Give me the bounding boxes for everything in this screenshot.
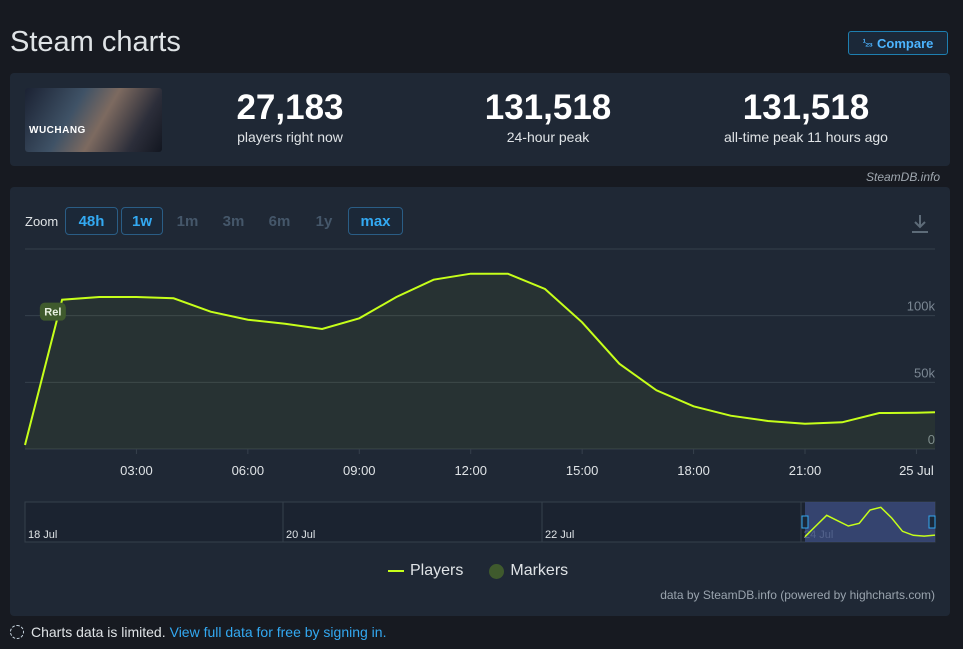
legend-players-label[interactable]: Players xyxy=(410,562,464,579)
x-tick-label: 12:00 xyxy=(454,463,487,478)
powered-by-text: data by SteamDB.info (powered by highcha… xyxy=(660,588,935,602)
navigator-handle[interactable] xyxy=(801,515,809,529)
stats-panel: WUCHANG 27,183 players right now 131,518… xyxy=(10,73,950,166)
download-icon[interactable] xyxy=(910,213,930,235)
page-title: Steam charts xyxy=(10,26,181,58)
stat-value: 131,518 xyxy=(484,88,612,127)
players-chart[interactable]: 0 50k 100k 03:00 06:00 09:00 12:00 15:00 18:00 21… xyxy=(10,187,950,557)
compare-label: Compare xyxy=(877,35,934,51)
legend-markers-label[interactable]: Markers xyxy=(510,562,569,579)
release-marker-label: Rel xyxy=(44,307,61,319)
game-logo-text: WUCHANG xyxy=(29,125,86,136)
footer-text: Charts data is limited. xyxy=(31,624,166,640)
players-area xyxy=(25,273,935,449)
release-marker xyxy=(39,302,66,321)
stat-label: all-time peak 11 hours ago xyxy=(724,129,888,145)
x-tick-label: 18:00 xyxy=(677,463,710,478)
stat-value: 131,518 xyxy=(742,88,870,127)
zoom-6m-button[interactable]: 6m xyxy=(268,212,291,230)
zoom-1w-button[interactable]: 1w xyxy=(121,207,163,235)
y-tick-label: 0 xyxy=(928,432,935,447)
game-cover-image[interactable]: WUCHANG xyxy=(25,88,162,152)
zoom-max-button[interactable]: max xyxy=(348,207,403,235)
ordinal-icon: ¹₂₃ xyxy=(862,37,873,49)
stat-current-players: 27,183 players right now xyxy=(180,88,400,146)
stat-label: players right now xyxy=(237,129,343,145)
x-tick-label: 15:00 xyxy=(566,463,599,478)
zoom-1y-button[interactable]: 1y xyxy=(315,212,333,230)
navigator-date-label: 22 Jul xyxy=(545,529,574,541)
stat-label: 24-hour peak xyxy=(506,129,590,145)
loading-circle-icon xyxy=(10,625,24,639)
players-legend-swatch[interactable] xyxy=(388,570,404,572)
zoom-48h-button[interactable]: 48h xyxy=(65,207,118,235)
zoom-1m-button[interactable]: 1m xyxy=(176,212,199,230)
chart-legend: Players Markers xyxy=(388,562,568,580)
x-tick-label: 09:00 xyxy=(343,463,376,478)
y-tick-label: 100k xyxy=(907,299,936,314)
zoom-3m-button[interactable]: 3m xyxy=(222,212,245,230)
navigator-line xyxy=(804,506,936,538)
steamdb-credit: SteamDB.info xyxy=(866,170,941,184)
footer-notice: Charts data is limited. View full data f… xyxy=(10,624,386,640)
sign-in-link[interactable]: View full data for free by signing in. xyxy=(169,624,387,640)
navigator-handle[interactable] xyxy=(928,515,936,529)
compare-button[interactable]: ¹₂₃ Compare xyxy=(848,31,948,55)
y-tick-label: 50k xyxy=(914,365,935,380)
x-tick-label: 25 Jul xyxy=(899,463,934,478)
stat-24h-peak: 131,518 24-hour peak xyxy=(438,88,658,146)
x-tick-label: 03:00 xyxy=(120,463,153,478)
navigator-date-label: 18 Jul xyxy=(28,529,57,541)
players-line xyxy=(24,272,936,446)
navigator-track xyxy=(24,501,936,543)
x-tick-label: 06:00 xyxy=(232,463,265,478)
chart-panel: Zoom 48h 1w 1m 3m 6m 1y max 0 50k 100k 03:0… xyxy=(10,187,950,616)
markers-legend-swatch[interactable] xyxy=(489,563,505,579)
stat-all-time-peak: 131,518 all-time peak 11 hours ago xyxy=(696,88,916,146)
x-tick-label: 21:00 xyxy=(789,463,822,478)
stat-value: 27,183 xyxy=(236,88,344,127)
zoom-label: Zoom xyxy=(25,214,59,229)
navigator-date-label: 20 Jul xyxy=(286,529,315,541)
